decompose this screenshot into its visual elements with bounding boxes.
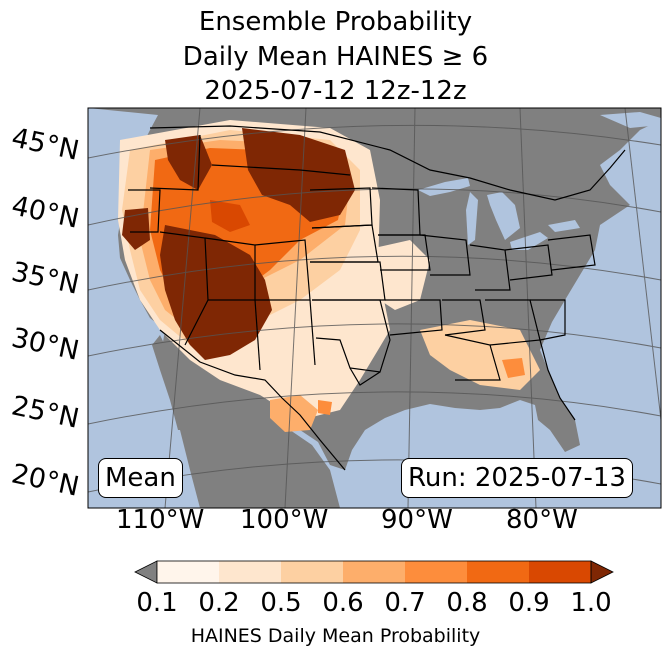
title-line-3: 2025-07-12 12z-12z [204, 76, 467, 106]
colorbar-tick: 0.1 [136, 588, 178, 618]
colorbar-tick: 0.8 [446, 588, 488, 618]
colorbar-bin [281, 561, 343, 583]
colorbar-tick: 0.7 [384, 588, 426, 618]
lon-label-80: 80°W [506, 505, 578, 535]
colorbar-tick: 1.0 [570, 588, 612, 618]
colorbar-tick: 0.2 [198, 588, 240, 618]
colorbar-over-arrow [590, 560, 614, 584]
colorbar-tick: 0.5 [260, 588, 302, 618]
run-label: Run: 2025-07-13 [401, 458, 633, 498]
lon-label-100: 100°W [240, 505, 329, 535]
colorbar-label: HAINES Daily Mean Probability [190, 625, 481, 647]
great-lakes [418, 112, 661, 250]
boundaries [128, 125, 626, 471]
colorbar-tick: 0.9 [508, 588, 550, 618]
colorbar-under-arrow [134, 560, 158, 584]
stat-label: Mean [98, 458, 183, 498]
colorbar-tick: 0.6 [322, 588, 364, 618]
lon-label-110: 110°W [116, 505, 205, 535]
map-frame [87, 107, 662, 509]
baja-land [152, 335, 186, 430]
colorbar-bin [343, 561, 405, 583]
colorbar-bin [405, 561, 467, 583]
colorbar-frame [156, 560, 592, 584]
title-line-1: Ensemble Probability [198, 7, 473, 37]
colorbar-bin [467, 561, 529, 583]
map-panel [88, 108, 661, 508]
colorbar-bin [529, 561, 591, 583]
lon-label-90: 90°W [381, 505, 453, 535]
title-line-2: Daily Mean HAINES ≥ 6 [182, 42, 489, 72]
colorbar [134, 560, 614, 584]
colorbar-bin [157, 561, 219, 583]
colorbar-bin [219, 561, 281, 583]
probability-fill [118, 120, 540, 432]
